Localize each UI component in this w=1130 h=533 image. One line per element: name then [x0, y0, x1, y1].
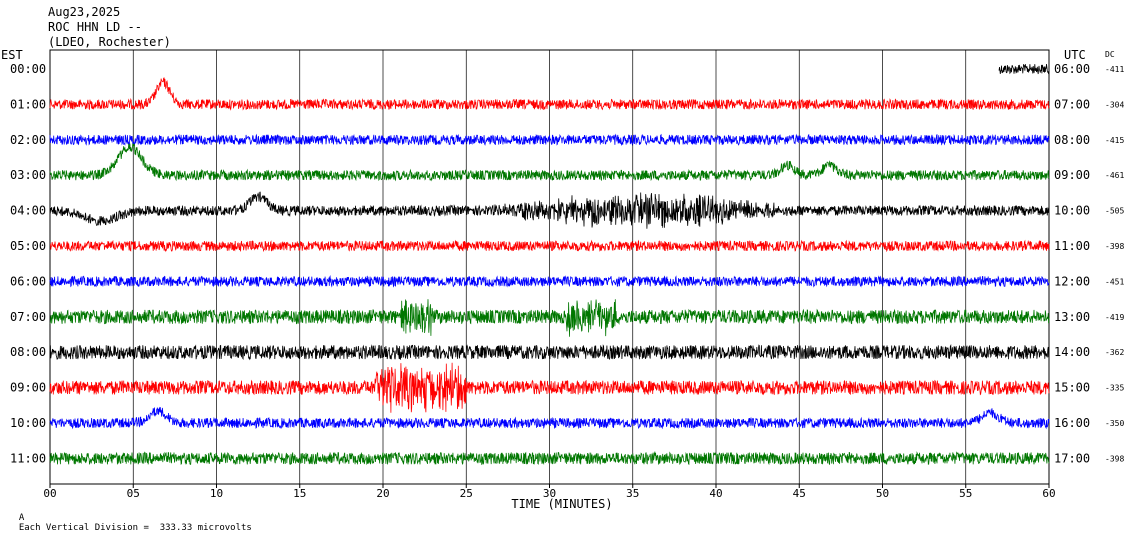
dc-value: -411 — [1105, 65, 1124, 74]
x-tick-label: 35 — [626, 487, 639, 500]
dc-value: -505 — [1105, 207, 1124, 216]
est-label: 02:00 — [10, 133, 46, 147]
x-tick-label: 30 — [543, 487, 556, 500]
trace-1500 — [49, 362, 1050, 413]
dc-value: -398 — [1105, 454, 1124, 463]
x-tick-label: 15 — [293, 487, 306, 500]
x-tick-label: 60 — [1042, 487, 1055, 500]
trace-1200 — [49, 274, 1050, 288]
x-tick-label: 05 — [127, 487, 140, 500]
x-tick-label: 00 — [43, 487, 56, 500]
trace-1600 — [49, 406, 1050, 430]
utc-label: 15:00 — [1054, 381, 1090, 395]
utc-label: 08:00 — [1054, 133, 1090, 147]
dc-value: -362 — [1105, 348, 1124, 357]
trace-0900 — [49, 143, 1050, 182]
trace-1700 — [49, 450, 1050, 466]
trace-0600 — [998, 64, 1050, 75]
est-label: 07:00 — [10, 310, 46, 324]
dc-value: -451 — [1105, 277, 1124, 286]
est-label: 06:00 — [10, 274, 46, 288]
utc-label: 14:00 — [1054, 345, 1090, 359]
header-network: (LDEO, Rochester) — [48, 35, 171, 49]
dc-value: -350 — [1105, 419, 1124, 428]
footer-note: A Each Vertical Division = 333.33 microv… — [8, 503, 252, 533]
trace-0700 — [49, 77, 1050, 111]
est-label: 05:00 — [10, 239, 46, 253]
x-tick-label: 55 — [959, 487, 972, 500]
x-tick-label: 50 — [876, 487, 889, 500]
trace-1000 — [49, 191, 1050, 229]
dc-title: DC — [1105, 50, 1115, 59]
header-date: Aug23,2025 — [48, 5, 121, 19]
est-label: 09:00 — [10, 381, 46, 395]
est-label: 04:00 — [10, 204, 46, 218]
est-label: 01:00 — [10, 97, 46, 111]
est-label: 08:00 — [10, 345, 46, 359]
x-tick-label: 20 — [376, 487, 389, 500]
est-label: 10:00 — [10, 416, 46, 430]
trace-0800 — [49, 133, 1050, 146]
utc-label: 10:00 — [1054, 204, 1090, 218]
dc-value: -398 — [1105, 242, 1124, 251]
x-tick-label: 25 — [460, 487, 473, 500]
left-axis-title: EST — [1, 48, 23, 62]
utc-label: 11:00 — [1054, 239, 1090, 253]
dc-value: -419 — [1105, 313, 1124, 322]
header-station: ROC HHN LD -- — [48, 20, 142, 34]
dc-value: -415 — [1105, 136, 1124, 145]
est-label: 11:00 — [10, 451, 46, 465]
utc-label: 17:00 — [1054, 451, 1090, 465]
utc-label: 06:00 — [1054, 62, 1090, 76]
dc-value: -304 — [1105, 100, 1124, 109]
x-tick-label: 40 — [709, 487, 722, 500]
x-tick-label: 45 — [793, 487, 806, 500]
utc-label: 09:00 — [1054, 168, 1090, 182]
dc-value: -461 — [1105, 171, 1124, 180]
utc-label: 07:00 — [1054, 97, 1090, 111]
est-label: 03:00 — [10, 168, 46, 182]
right-axis-title: UTC — [1064, 48, 1086, 62]
utc-label: 12:00 — [1054, 274, 1090, 288]
trace-1300 — [49, 299, 1050, 337]
seismogram-chart: 00 05 10 15 20 25 30 35 40 45 50 55 60 TIME (MINUTES)… — [10, 49, 1124, 511]
footer-mark: A — [18, 513, 25, 523]
x-axis-label: TIME (MINUTES) — [511, 497, 612, 511]
dc-value: -335 — [1105, 384, 1124, 393]
trace-1400 — [49, 344, 1050, 361]
scale-note: Each Vertical Division = 333.33 microvol… — [18, 523, 252, 533]
x-tick-label: 10 — [210, 487, 223, 500]
est-label: 00:00 — [10, 62, 46, 76]
utc-label: 16:00 — [1054, 416, 1090, 430]
utc-label: 13:00 — [1054, 310, 1090, 324]
trace-1100 — [49, 239, 1050, 253]
